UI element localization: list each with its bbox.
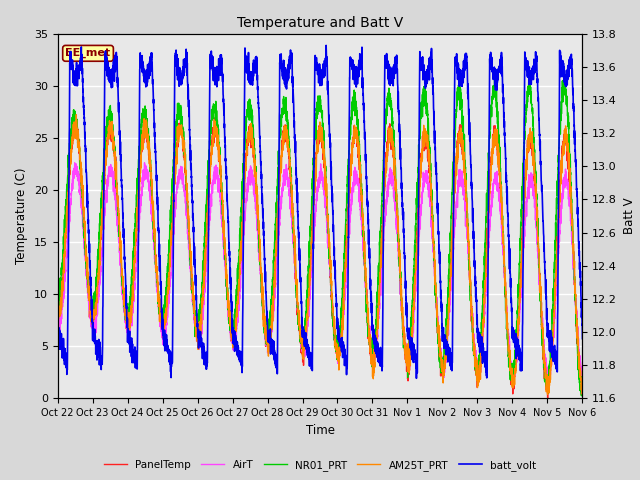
batt_volt <box>54 328 61 334</box>
Text: EE_met: EE_met <box>65 48 111 59</box>
NR01_PRT <box>148 180 156 186</box>
batt_volt <box>408 348 416 354</box>
AirT <box>300 336 308 341</box>
batt_volt <box>438 308 445 313</box>
NR01_PRT <box>467 298 475 303</box>
PanelTemp <box>578 379 586 385</box>
AM25T_PRT <box>544 392 552 397</box>
PanelTemp <box>544 396 552 401</box>
AM25T_PRT <box>72 112 80 118</box>
AM25T_PRT <box>148 181 156 187</box>
batt_volt <box>467 182 475 188</box>
PanelTemp <box>579 387 586 393</box>
batt_volt <box>148 58 156 63</box>
batt_volt <box>579 336 586 342</box>
NR01_PRT <box>525 75 532 81</box>
PanelTemp <box>467 300 475 306</box>
AM25T_PRT <box>578 388 586 394</box>
NR01_PRT <box>300 336 308 342</box>
batt_volt <box>578 310 586 315</box>
Line: PanelTemp: PanelTemp <box>58 118 582 398</box>
AirT <box>579 376 586 382</box>
AM25T_PRT <box>408 331 416 336</box>
NR01_PRT <box>577 393 585 398</box>
PanelTemp <box>148 195 156 201</box>
PanelTemp <box>438 361 445 367</box>
NR01_PRT <box>408 306 416 312</box>
Line: AirT: AirT <box>58 163 582 383</box>
AirT <box>54 322 61 328</box>
AirT <box>408 331 416 337</box>
PanelTemp <box>408 325 416 331</box>
Y-axis label: Batt V: Batt V <box>623 198 636 234</box>
Line: AM25T_PRT: AM25T_PRT <box>58 115 582 395</box>
AM25T_PRT <box>300 338 308 344</box>
PanelTemp <box>54 310 61 315</box>
NR01_PRT <box>54 292 61 298</box>
NR01_PRT <box>438 352 445 358</box>
AM25T_PRT <box>54 306 61 312</box>
AM25T_PRT <box>467 295 475 301</box>
AirT <box>545 380 552 385</box>
Title: Temperature and Batt V: Temperature and Batt V <box>237 16 403 30</box>
AirT <box>438 357 445 363</box>
Line: batt_volt: batt_volt <box>58 46 582 378</box>
PanelTemp <box>300 339 308 345</box>
PanelTemp <box>211 115 218 121</box>
Line: NR01_PRT: NR01_PRT <box>58 78 582 396</box>
batt_volt <box>323 43 330 48</box>
AM25T_PRT <box>579 386 586 392</box>
Y-axis label: Temperature (C): Temperature (C) <box>15 168 28 264</box>
batt_volt <box>413 375 420 381</box>
X-axis label: Time: Time <box>305 424 335 437</box>
AirT <box>578 377 586 383</box>
AM25T_PRT <box>438 365 445 371</box>
Legend: PanelTemp, AirT, NR01_PRT, AM25T_PRT, batt_volt: PanelTemp, AirT, NR01_PRT, AM25T_PRT, ba… <box>100 456 540 475</box>
NR01_PRT <box>578 390 586 396</box>
AirT <box>141 160 148 166</box>
NR01_PRT <box>579 391 586 396</box>
batt_volt <box>300 341 308 347</box>
AirT <box>467 293 475 299</box>
AirT <box>148 218 156 224</box>
